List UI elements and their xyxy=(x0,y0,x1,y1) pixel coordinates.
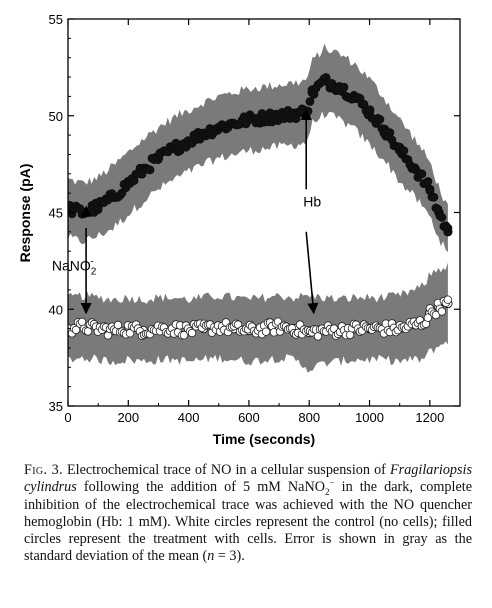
y-tick-label: 45 xyxy=(49,206,63,221)
x-tick-label: 400 xyxy=(178,410,200,425)
x-tick-label: 200 xyxy=(117,410,139,425)
series-1-trace-point xyxy=(429,192,439,202)
axes-layer: 0 200 400 600 800 1000 1200 35 40 45 50 55 xyxy=(49,12,461,425)
caption-n: n xyxy=(207,548,215,565)
caption-text-1: Electrochemical trace of NO in a cellula… xyxy=(62,462,390,478)
figure-caption: Fig. 3. Electrochemical trace of NO in a… xyxy=(24,462,472,566)
series-1-trace-point xyxy=(303,106,313,116)
y-tick-label: 55 xyxy=(49,12,63,27)
x-tick-label: 1200 xyxy=(415,410,444,425)
hb-label: Hb xyxy=(303,194,321,210)
x-tick-label: 800 xyxy=(298,410,320,425)
series-1-trace-point xyxy=(365,105,375,115)
series-1-trace-point xyxy=(145,165,155,175)
caption-species: Fragilariopsis cylindrus xyxy=(24,462,472,496)
nano2-label: NaNO2- xyxy=(52,257,97,278)
series-1-trace-point xyxy=(375,115,385,124)
series-1-trace-point xyxy=(417,169,427,179)
series-2-trace-point xyxy=(83,327,93,336)
x-tick-label: 600 xyxy=(238,410,260,425)
series-1-trace-point xyxy=(339,82,349,92)
caption-subscript: 2 xyxy=(324,487,330,498)
x-tick-label: 0 xyxy=(64,410,71,425)
series-2-trace-point xyxy=(437,307,447,316)
data-points-layer xyxy=(68,73,453,341)
y-tick-label: 35 xyxy=(49,399,63,414)
series-1-trace-point xyxy=(93,205,103,215)
caption-text-4: = 3). xyxy=(214,548,245,565)
caption-text-3: in the dark, complete inhibition of the … xyxy=(24,479,472,565)
x-tick-label: 1000 xyxy=(355,410,384,425)
series-1-trace-point xyxy=(399,146,409,156)
y-tick-label: 50 xyxy=(49,109,63,124)
figure-label: Fig. 3. xyxy=(24,462,63,478)
series-2-trace-point xyxy=(77,317,87,327)
series-2-trace-point xyxy=(113,320,123,330)
series-1-trace-point xyxy=(437,212,447,222)
series-2-trace-point xyxy=(423,313,433,322)
series-2-trace-point xyxy=(179,331,189,340)
hb-arrow-down xyxy=(305,231,319,315)
series-2-trace-point xyxy=(443,295,453,304)
series-2-trace-point xyxy=(187,328,197,338)
y-tick-label: 40 xyxy=(49,302,63,317)
series-1-trace-point xyxy=(423,177,433,186)
y-axis-title: Response (pA) xyxy=(17,164,33,263)
chart-figure: 0 200 400 600 800 1000 1200 35 40 45 50 55 NaNO2- Hb… xyxy=(17,12,461,447)
annotation-layer: NaNO2- Hb xyxy=(52,108,321,315)
caption-text-2: following the addition of 5 mM NaNO xyxy=(76,479,325,496)
caption-superscript: − xyxy=(329,477,335,488)
series-1-trace-point xyxy=(305,97,315,106)
chart-svg: 0 200 400 600 800 1000 1200 35 40 45 50 55 NaNO2- Hb… xyxy=(17,12,461,447)
series-2-trace-point xyxy=(71,325,81,335)
x-axis-title: Time (seconds) xyxy=(213,431,315,447)
error-band-series-2 xyxy=(68,262,448,373)
series-1-trace-point xyxy=(385,128,395,138)
series-2-trace-point xyxy=(261,327,271,336)
series-1-trace-point xyxy=(443,223,453,233)
